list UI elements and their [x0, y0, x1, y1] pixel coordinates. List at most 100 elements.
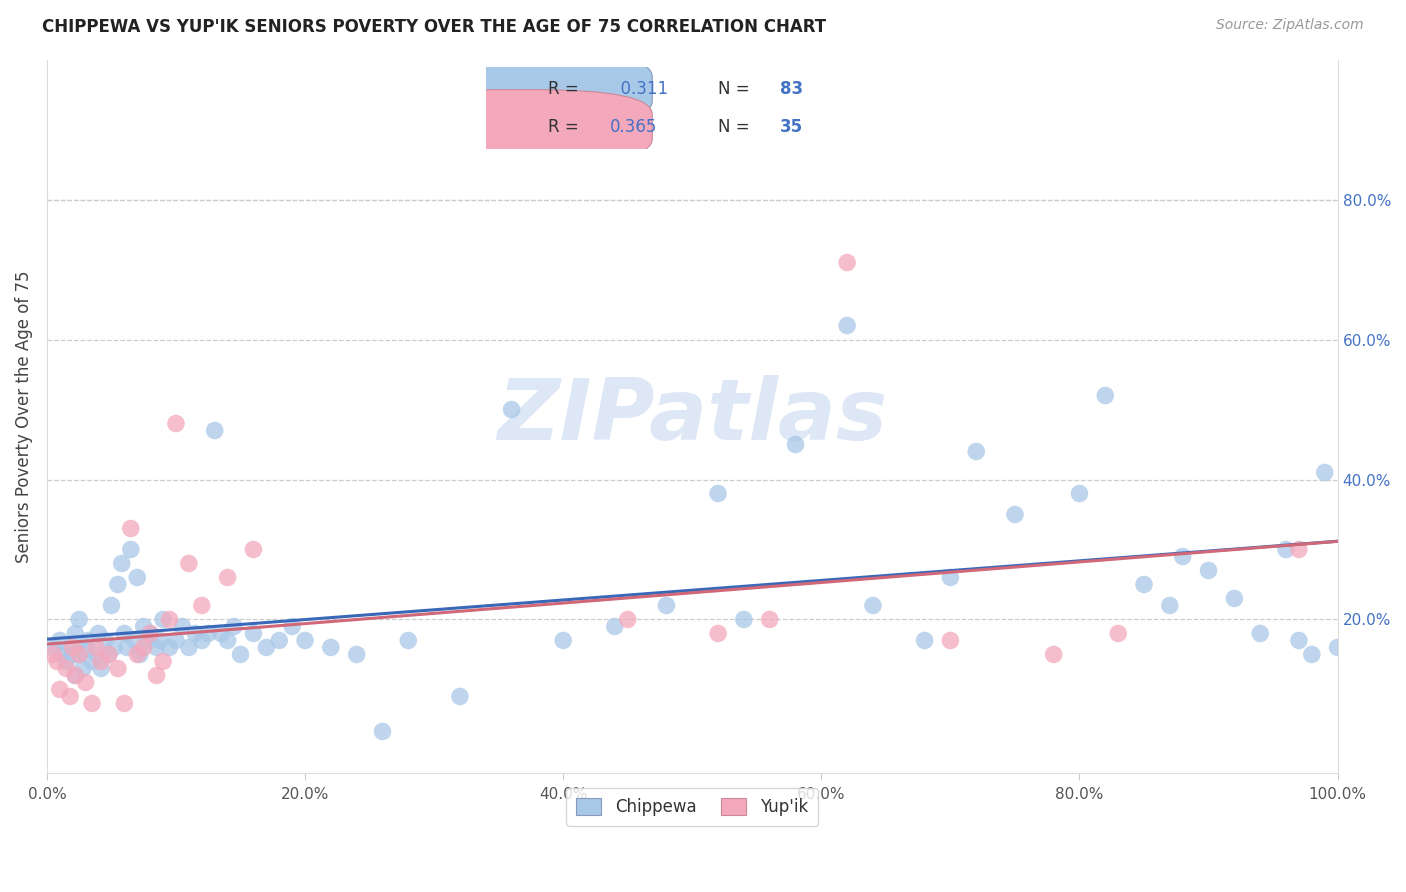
Point: [371, 724, 394, 739]
Point: [281, 619, 304, 633]
Point: [94, 633, 117, 648]
Point: [217, 633, 239, 648]
Legend: Chippewa, Yup'ik: Chippewa, Yup'ik: [567, 788, 818, 826]
Point: [1223, 591, 1246, 606]
Point: [77, 633, 100, 648]
Point: [84, 648, 107, 662]
Point: [84, 640, 107, 655]
Point: [132, 640, 155, 655]
Point: [59, 690, 82, 704]
Point: [49, 633, 72, 648]
Text: CHIPPEWA VS YUP'IK SENIORS POVERTY OVER THE AGE OF 75 CORRELATION CHART: CHIPPEWA VS YUP'IK SENIORS POVERTY OVER …: [42, 18, 827, 36]
Text: ZIPatlas: ZIPatlas: [498, 375, 887, 458]
Point: [42, 640, 65, 655]
Point: [120, 521, 142, 535]
Point: [346, 648, 368, 662]
Point: [80, 697, 103, 711]
Point: [75, 640, 97, 655]
Point: [242, 626, 264, 640]
Point: [191, 633, 214, 648]
Point: [1094, 388, 1116, 402]
Point: [124, 633, 146, 648]
Point: [177, 640, 200, 655]
Point: [159, 640, 181, 655]
Point: [254, 640, 277, 655]
Point: [209, 626, 232, 640]
Point: [707, 626, 730, 640]
Point: [139, 626, 162, 640]
Point: [111, 557, 134, 571]
Point: [242, 542, 264, 557]
Point: [136, 633, 159, 648]
Point: [55, 661, 77, 675]
Point: [107, 577, 129, 591]
Point: [145, 640, 167, 655]
Point: [914, 633, 936, 648]
Point: [939, 633, 962, 648]
Point: [655, 599, 678, 613]
Point: [1159, 599, 1181, 613]
Point: [62, 648, 84, 662]
Point: [396, 633, 419, 648]
Point: [59, 640, 82, 655]
Point: [204, 424, 226, 438]
Point: [62, 640, 84, 655]
Point: [152, 612, 174, 626]
Point: [1198, 564, 1220, 578]
Point: [191, 599, 214, 613]
Point: [127, 570, 149, 584]
Point: [55, 655, 77, 669]
Point: [65, 668, 87, 682]
Point: [1069, 486, 1091, 500]
Point: [603, 619, 626, 633]
Point: [139, 626, 162, 640]
Point: [49, 682, 72, 697]
Point: [145, 668, 167, 682]
Point: [112, 626, 135, 640]
Point: [1249, 626, 1271, 640]
Point: [177, 557, 200, 571]
Point: [1301, 648, 1323, 662]
Point: [837, 318, 859, 333]
Point: [449, 690, 471, 704]
Point: [152, 655, 174, 669]
Point: [127, 648, 149, 662]
Point: [1107, 626, 1129, 640]
Point: [100, 599, 122, 613]
Point: [90, 655, 112, 669]
Point: [103, 640, 125, 655]
Point: [97, 648, 120, 662]
Point: [42, 648, 65, 662]
Point: [172, 619, 194, 633]
Point: [733, 612, 755, 626]
Point: [269, 633, 291, 648]
Point: [837, 255, 859, 269]
Text: Source: ZipAtlas.com: Source: ZipAtlas.com: [1216, 18, 1364, 32]
Point: [1133, 577, 1156, 591]
Point: [80, 655, 103, 669]
Point: [159, 612, 181, 626]
Point: [217, 570, 239, 584]
Point: [294, 633, 316, 648]
Point: [707, 486, 730, 500]
Point: [165, 633, 187, 648]
Point: [149, 633, 172, 648]
Point: [1288, 542, 1310, 557]
Point: [616, 612, 638, 626]
Point: [87, 626, 110, 640]
Point: [553, 633, 575, 648]
Point: [46, 655, 69, 669]
Point: [862, 599, 884, 613]
Point: [939, 570, 962, 584]
Point: [72, 661, 94, 675]
Point: [67, 648, 90, 662]
Point: [67, 648, 90, 662]
Point: [184, 626, 207, 640]
Point: [785, 437, 807, 451]
Point: [90, 661, 112, 675]
Point: [128, 648, 150, 662]
Point: [115, 640, 138, 655]
Point: [65, 668, 87, 682]
Point: [120, 542, 142, 557]
Point: [319, 640, 342, 655]
